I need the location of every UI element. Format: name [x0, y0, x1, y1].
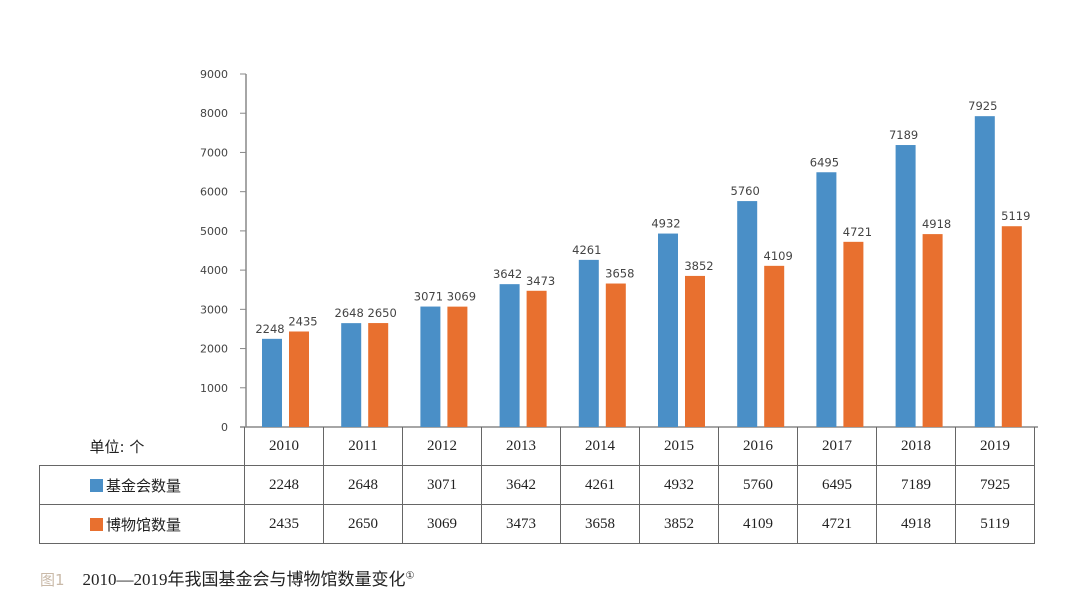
data-label: 4261 — [572, 243, 601, 257]
data-label: 7189 — [889, 128, 918, 142]
data-label: 4109 — [764, 249, 793, 263]
table-cell: 4109 — [718, 504, 798, 544]
table-cell: 2650 — [323, 504, 403, 544]
table-cell: 3852 — [639, 504, 719, 544]
bar-museum — [447, 306, 468, 427]
year-header: 2018 — [876, 427, 956, 466]
table-cell: 3658 — [560, 504, 640, 544]
y-tick-label: 2000 — [200, 343, 228, 356]
series-name: 博物馆数量 — [106, 515, 182, 534]
bar-foundation — [578, 259, 599, 427]
table-cell: 5760 — [718, 465, 798, 505]
table-cell: 2435 — [244, 504, 324, 544]
y-tick-label: 7000 — [200, 146, 228, 159]
bar-foundation — [420, 306, 441, 427]
series-name: 基金会数量 — [106, 476, 182, 495]
bar-foundation — [895, 145, 916, 428]
data-label: 2435 — [288, 314, 317, 328]
data-label: 3852 — [684, 259, 713, 273]
table-cell: 2248 — [244, 465, 324, 505]
data-label: 6495 — [810, 155, 839, 169]
table-cell: 4261 — [560, 465, 640, 505]
table-cell: 3069 — [402, 504, 482, 544]
year-header: 2019 — [955, 427, 1035, 466]
data-label: 4932 — [651, 217, 680, 231]
data-label: 7925 — [968, 99, 997, 113]
bar-foundation — [737, 201, 758, 427]
figure-number: 图1 — [40, 571, 65, 589]
table-cell: 3642 — [481, 465, 561, 505]
y-tick-label: 9000 — [200, 68, 228, 81]
footnote-mark: ① — [405, 570, 415, 582]
bar-foundation — [341, 323, 362, 427]
year-header: 2010 — [244, 427, 324, 466]
legend-swatch — [90, 517, 103, 531]
bar-museum — [368, 323, 389, 427]
data-label: 3658 — [605, 267, 634, 281]
bar-museum — [289, 331, 309, 427]
legend-swatch — [90, 478, 103, 492]
table-row: 基金会数量 2248 2648 3071 3642 4261 4932 5760 6495 71… — [39, 465, 1035, 505]
year-header: 2016 — [718, 427, 798, 466]
y-tick-label: 4000 — [200, 264, 228, 277]
data-label: 4721 — [843, 225, 872, 239]
table-row: 博物馆数量 2435 2650 3069 3473 3658 3852 4109 4721 49… — [39, 504, 1035, 544]
legend-entry: 基金会数量 — [39, 465, 245, 505]
data-label: 3071 — [414, 290, 443, 304]
bar-foundation — [974, 116, 995, 428]
table-cell: 6495 — [797, 465, 877, 505]
year-header: 2013 — [481, 427, 561, 466]
legend-entry: 博物馆数量 — [39, 504, 245, 544]
bar-museum — [843, 241, 864, 427]
bar-foundation — [658, 233, 678, 427]
table-cell: 2648 — [323, 465, 403, 505]
bar-museum — [1001, 226, 1022, 427]
data-label: 2248 — [255, 322, 284, 336]
bar-foundation — [816, 172, 837, 427]
figure-caption: 图1 2010—2019年我国基金会与博物馆数量变化① — [40, 565, 415, 590]
table-cell: 4932 — [639, 465, 719, 505]
bar-foundation — [262, 338, 282, 427]
year-header: 2011 — [323, 427, 403, 466]
bar-museum — [764, 265, 785, 427]
table-cell: 5119 — [955, 504, 1035, 544]
y-tick-label: 5000 — [200, 225, 228, 238]
table-header-row: 单位: 个 2010 2011 2012 2013 2014 2015 2016 2017 20… — [39, 427, 1035, 466]
bar-foundation — [499, 284, 520, 427]
unit-label: 单位: 个 — [39, 427, 245, 466]
table-cell: 4918 — [876, 504, 956, 544]
data-label: 3473 — [526, 274, 555, 288]
bar-museum — [605, 283, 626, 427]
data-label: 3642 — [493, 267, 522, 281]
year-header: 2012 — [402, 427, 482, 466]
data-label: 3069 — [447, 290, 476, 304]
year-header: 2015 — [639, 427, 719, 466]
data-label: 2648 — [335, 306, 364, 320]
y-tick-label: 3000 — [200, 303, 228, 316]
data-label: 5760 — [731, 184, 760, 198]
bar-museum — [922, 234, 943, 427]
bar-museum — [685, 275, 705, 427]
data-label: 4918 — [922, 217, 951, 231]
bar-museum — [526, 290, 547, 427]
data-table: 单位: 个 2010 2011 2012 2013 2014 2015 2016 2017 20… — [39, 427, 1035, 544]
y-tick-label: 6000 — [200, 186, 228, 199]
table-cell: 4721 — [797, 504, 877, 544]
table-cell: 7925 — [955, 465, 1035, 505]
year-header: 2014 — [560, 427, 640, 466]
table-cell: 7189 — [876, 465, 956, 505]
table-cell: 3473 — [481, 504, 561, 544]
y-tick-label: 1000 — [200, 382, 228, 395]
data-label: 5119 — [1001, 209, 1030, 223]
year-header: 2017 — [797, 427, 877, 466]
caption-text: 2010—2019年我国基金会与博物馆数量变化 — [82, 570, 406, 589]
data-label: 2650 — [368, 306, 397, 320]
y-tick-label: 8000 — [200, 107, 228, 120]
table-cell: 3071 — [402, 465, 482, 505]
